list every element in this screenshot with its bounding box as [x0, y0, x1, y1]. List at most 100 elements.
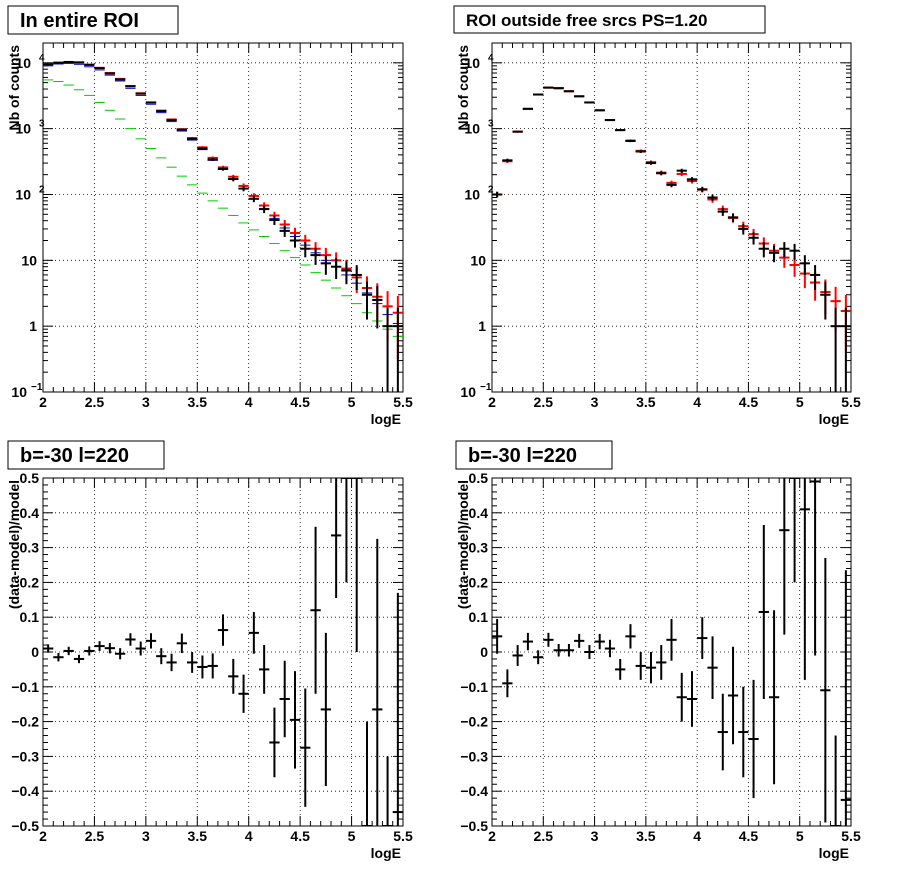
x-tick-label: 5	[796, 828, 804, 844]
x-tick-label: 2	[39, 828, 47, 844]
y-axis-label: Nb of counts	[455, 45, 471, 131]
series-3	[43, 79, 403, 337]
x-tick-label: 3.5	[636, 828, 656, 844]
y-tick-exponent: 3	[39, 119, 45, 130]
y-axis-label: Nb of counts	[6, 45, 22, 131]
panel-top-left: 2 2.5 3 3.5 4 4.5 5 5.5 10 −1 1 10 10 2 10 3 10 4 logE Nb o…	[6, 5, 413, 427]
data-marks	[43, 478, 403, 826]
x-tick-label: 2	[488, 394, 496, 410]
y-tick-label: 0.3	[20, 540, 40, 556]
x-axis-label: logE	[819, 845, 849, 861]
panel-title: In entire ROI	[20, 10, 139, 32]
y-tick-label: 0.1	[20, 609, 40, 625]
x-tick-label: 5.5	[393, 394, 413, 410]
x-tick-label: 3	[591, 394, 599, 410]
plot-frame	[491, 42, 852, 393]
y-tick-label: 10	[464, 55, 480, 71]
data-marks	[492, 86, 851, 392]
y-tick-label: 10	[15, 121, 31, 137]
y-axis-label: (data-model)/model	[455, 480, 471, 609]
y-tick-label: 10	[15, 186, 31, 202]
y-tick-label: 0.2	[469, 574, 489, 590]
x-tick-label: 2	[39, 394, 47, 410]
series-0	[43, 478, 403, 826]
x-tick-label: 4	[245, 828, 253, 844]
x-tick-label: 3	[591, 828, 599, 844]
y-tick-label: −0.5	[460, 818, 488, 834]
x-tick-label: 5	[348, 394, 356, 410]
x-axis-label: logE	[819, 411, 849, 427]
x-tick-label: 2.5	[534, 394, 554, 410]
y-tick-label: 10	[470, 252, 486, 268]
y-tick-label: −0.1	[460, 679, 488, 695]
y-tick-label: 10	[460, 384, 476, 400]
axis-ticks	[491, 42, 852, 393]
y-tick-label: 0	[480, 644, 488, 660]
y-tick-exponent: 2	[488, 184, 494, 195]
x-tick-label: 3	[142, 394, 150, 410]
y-tick-label: 1	[29, 318, 37, 334]
y-tick-exponent: 3	[488, 119, 494, 130]
x-axis-label: logE	[371, 845, 401, 861]
x-tick-label: 5.5	[841, 828, 861, 844]
data-marks	[492, 478, 851, 826]
x-tick-label: 3	[142, 828, 150, 844]
y-tick-label: 0.2	[20, 574, 40, 590]
y-tick-label: 10	[15, 55, 31, 71]
y-tick-label: 0.4	[20, 505, 40, 521]
title-box	[7, 440, 165, 470]
x-tick-label: 2.5	[85, 828, 105, 844]
x-tick-label: 5	[348, 828, 356, 844]
panel-title: b=-30 l=220	[468, 445, 577, 467]
x-tick-label: 5.5	[841, 394, 861, 410]
axis-ticks	[42, 477, 404, 827]
x-tick-label: 4	[693, 394, 701, 410]
title-box	[7, 5, 179, 35]
x-tick-label: 4.5	[739, 828, 759, 844]
y-tick-exponent: 2	[39, 184, 45, 195]
grid-lines	[43, 478, 403, 826]
y-tick-label: −0.1	[11, 679, 39, 695]
y-tick-label: −0.2	[11, 714, 39, 730]
x-tick-label: 4.5	[290, 828, 310, 844]
x-tick-label: 2.5	[85, 394, 105, 410]
y-tick-label: −0.5	[11, 818, 39, 834]
y-tick-exponent: 4	[488, 53, 494, 64]
x-tick-label: 2.5	[534, 828, 554, 844]
y-axis-label: (data-model)/model	[6, 480, 22, 609]
panel-bottom-right: 2 2.5 3 3.5 4 4.5 5 5.5 −0.5 −0.4 −0.3 −0.2 −0.1 0 0.1…	[455, 440, 861, 861]
x-tick-label: 3.5	[188, 828, 208, 844]
y-tick-label: 0.1	[469, 609, 489, 625]
grid-lines	[492, 43, 851, 392]
y-tick-label: 0.3	[469, 540, 489, 556]
x-tick-label: 5	[796, 394, 804, 410]
plot-frame	[42, 42, 404, 393]
y-tick-label: −0.3	[11, 748, 39, 764]
y-tick-label: 0.5	[20, 470, 40, 486]
y-tick-label: −0.2	[460, 714, 488, 730]
y-tick-label: 10	[21, 252, 37, 268]
series-1	[492, 86, 851, 351]
series-1	[43, 60, 403, 359]
y-tick-exponent: −1	[31, 382, 43, 393]
panel-title: ROI outside free srcs PS=1.20	[466, 11, 707, 30]
x-tick-label: 5.5	[393, 828, 413, 844]
y-tick-label: 10	[464, 121, 480, 137]
axis-ticks	[42, 42, 404, 393]
axis-ticks	[491, 477, 852, 827]
series-0	[492, 86, 851, 392]
grid-lines	[43, 43, 403, 392]
series-0	[43, 60, 403, 392]
y-tick-label: 0	[31, 644, 39, 660]
y-tick-label: 1	[478, 318, 486, 334]
y-tick-exponent: −1	[480, 382, 492, 393]
panel-title: b=-30 l=220	[20, 445, 129, 467]
series-0	[492, 478, 851, 826]
y-tick-label: −0.4	[460, 783, 488, 799]
x-tick-label: 4.5	[739, 394, 759, 410]
panel-top-right: 2 2.5 3 3.5 4 4.5 5 5.5 10 −1 1 10 10 2 10 3 10 4 logE Nb o…	[453, 5, 861, 427]
x-tick-label: 4	[245, 394, 253, 410]
x-tick-label: 2	[488, 828, 496, 844]
x-tick-label: 4.5	[290, 394, 310, 410]
x-tick-label: 4	[693, 828, 701, 844]
